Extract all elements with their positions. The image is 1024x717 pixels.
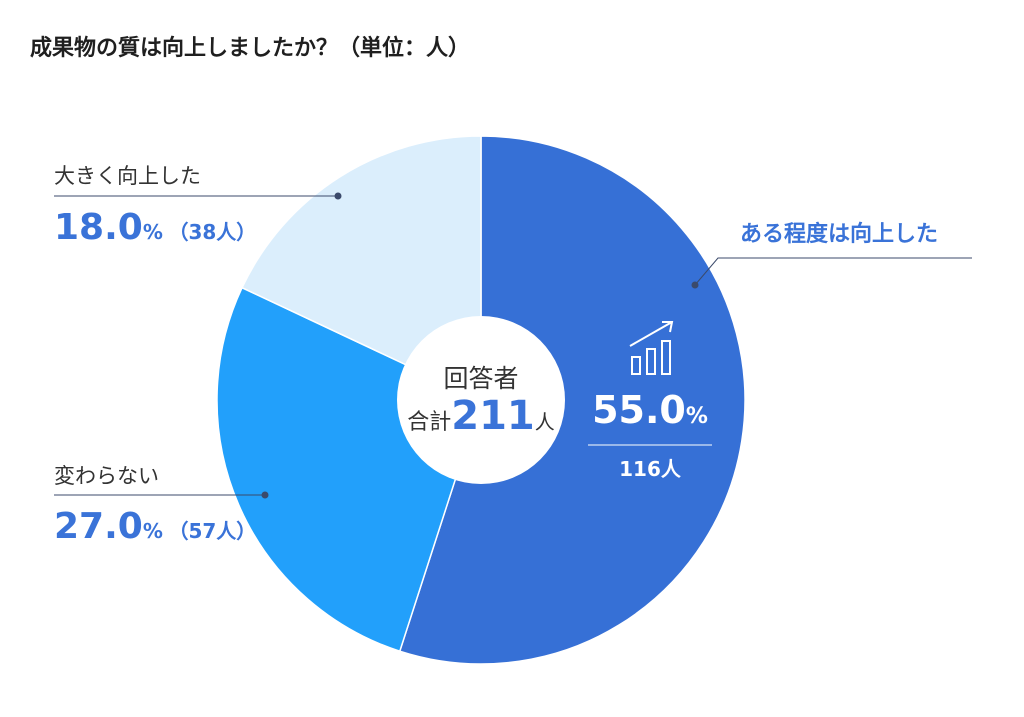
slice-3-count: （38人） bbox=[168, 220, 257, 244]
slice-1-count: 116人 bbox=[619, 457, 681, 481]
center-total-unit: 人 bbox=[534, 410, 555, 434]
slice-3-category: 大きく向上した bbox=[54, 164, 201, 188]
slice-1-percent-symbol: % bbox=[685, 404, 708, 429]
leader-line-slice-1 bbox=[694, 257, 972, 286]
slice-2-category: 変わらない bbox=[54, 464, 159, 488]
slice-3-percent-symbol: % bbox=[142, 220, 163, 244]
pie-slice-1 bbox=[398, 135, 746, 665]
center-line1: 回答者 bbox=[443, 364, 519, 393]
slice-2-count: （57人） bbox=[168, 519, 257, 543]
center-total: 回答者 合計211人 bbox=[397, 364, 565, 446]
slice-2-percent-symbol: % bbox=[142, 519, 163, 543]
slice-1-percent-value: 55.0 bbox=[592, 388, 686, 432]
center-total-value: 211 bbox=[451, 393, 535, 439]
center-line2-prefix: 合計 bbox=[407, 410, 452, 435]
bar-chart-trend-icon bbox=[629, 321, 674, 375]
donut-hole bbox=[397, 316, 565, 484]
slice-1-percent: 55.0% bbox=[588, 388, 712, 432]
leader-dot-slice-1 bbox=[691, 281, 699, 289]
slice-2-percent-value: 27.0 bbox=[54, 506, 143, 547]
slice-3-percent: 18.0% （38人） bbox=[54, 207, 256, 248]
slice-1-category: ある程度は向上した bbox=[740, 222, 939, 247]
leader-dot-slice-3 bbox=[334, 192, 342, 200]
leader-dot-slice-2 bbox=[261, 491, 269, 499]
chart-title: 成果物の質は向上しましたか？（単位：人） bbox=[30, 36, 471, 61]
pie-slice-3 bbox=[241, 135, 482, 402]
slice-3-percent-value: 18.0 bbox=[54, 207, 143, 248]
slice-2-percent: 27.0% （57人） bbox=[54, 506, 256, 547]
